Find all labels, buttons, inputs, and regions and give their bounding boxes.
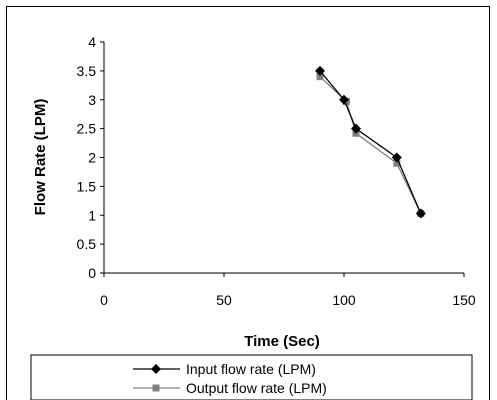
y-tick-label: 1 — [88, 207, 96, 223]
legend-entry-1: Input flow rate (LPM) — [133, 361, 316, 377]
legend-items: Input flow rate (LPM) Output flow rate (L… — [133, 361, 327, 396]
data-point — [391, 152, 402, 163]
data-point — [315, 65, 325, 76]
data-point — [393, 159, 401, 167]
axes — [103, 42, 464, 274]
y-axis-title: Flow Rate (LPM) — [32, 99, 49, 216]
y-tick-label: 2.5 — [77, 121, 97, 137]
data-point — [351, 123, 361, 134]
y-tick-label: 1.5 — [77, 178, 97, 194]
series-layer — [315, 65, 426, 219]
x-ticks: 0 50 100 150 — [100, 273, 476, 308]
legend: Input flow rate (LPM) Output flow rate (L… — [30, 354, 473, 400]
y-tick-label: 0 — [88, 265, 96, 281]
x-tick-label: 50 — [216, 292, 232, 308]
y-tick-label: 0.5 — [77, 236, 97, 252]
data-point — [316, 73, 324, 81]
y-tick-label: 2 — [88, 150, 96, 166]
y-tick-label: 3 — [88, 92, 96, 108]
y-tick-label: 4 — [88, 34, 96, 50]
legend-label: Output flow rate (LPM) — [186, 380, 327, 396]
series-line — [319, 76, 422, 214]
x-tick-label: 150 — [452, 292, 476, 308]
data-point — [339, 94, 349, 105]
series-1 — [315, 65, 426, 219]
legend-marker — [152, 384, 160, 392]
x-tick-label: 100 — [332, 292, 356, 308]
legend-marker — [151, 364, 161, 374]
x-axis-title: Time (Sec) — [244, 333, 320, 350]
y-ticks: 0 0.5 1 1.5 2 2.5 3 3.5 4 — [77, 34, 104, 281]
series-line — [319, 70, 422, 214]
legend-entry-2: Output flow rate (LPM) — [133, 380, 327, 396]
chart-frame — [6, 6, 490, 400]
legend-box — [30, 354, 473, 400]
y-tick-label: 3.5 — [77, 63, 97, 79]
series-2 — [316, 73, 425, 218]
x-tick-label: 0 — [100, 292, 108, 308]
data-point — [415, 208, 426, 219]
legend-label: Input flow rate (LPM) — [186, 361, 316, 377]
